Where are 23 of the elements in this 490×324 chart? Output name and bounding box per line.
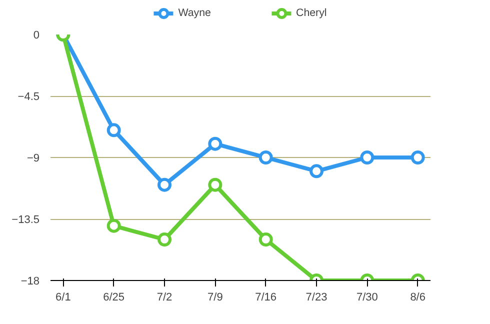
y-tick-label: 0	[33, 30, 40, 42]
point	[106, 123, 121, 138]
y-tick-label: −13.5	[12, 214, 40, 226]
x-tick-label: 7/2	[156, 292, 172, 304]
y-tick-label: −18	[20, 276, 40, 288]
point	[158, 178, 172, 192]
legend-label: Wayne	[178, 7, 211, 19]
point	[258, 150, 273, 164]
point	[208, 136, 222, 151]
x-tick-label: 7/16	[255, 292, 277, 304]
point	[310, 164, 324, 178]
point	[360, 150, 374, 164]
point	[410, 150, 425, 164]
x-tick-label: 8/6	[410, 292, 426, 304]
x-tick-label: 7/9	[208, 292, 223, 304]
x-tick-label: 6/1	[56, 292, 71, 304]
y-tick-label: −4.5	[18, 91, 40, 103]
x-tick-label: 6/25	[103, 292, 125, 304]
point	[208, 178, 222, 192]
y-tick-label: −9	[26, 152, 40, 164]
legend-label: Cheryl	[296, 7, 327, 19]
x-tick-label: 7/30	[356, 292, 378, 304]
x-tick-label: 7/23	[306, 292, 328, 304]
